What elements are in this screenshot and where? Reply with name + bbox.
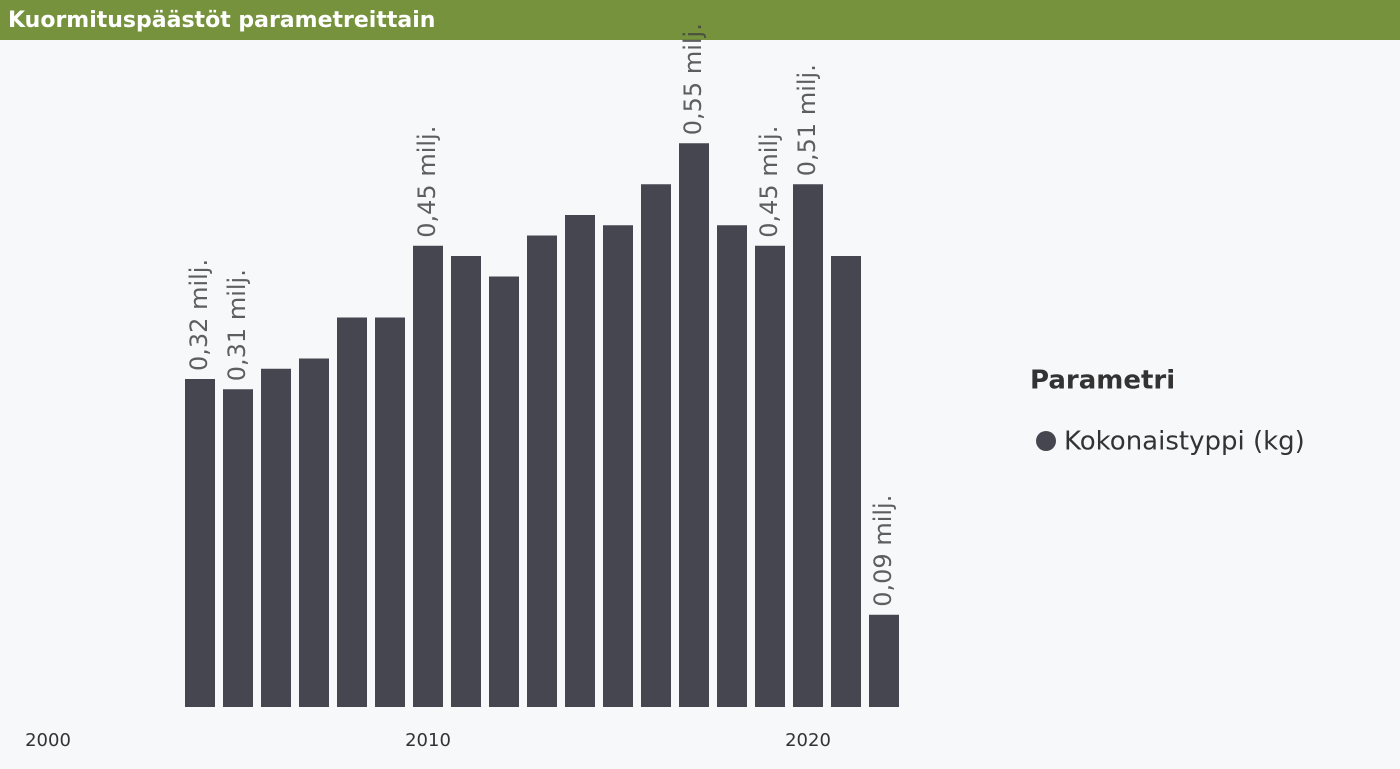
bar [831,256,861,707]
data-label: 0,51 milj. [793,64,821,176]
legend-title: Parametri [1030,366,1175,396]
bar [337,317,367,707]
bar [223,389,253,707]
bar [869,614,899,707]
bar [565,215,595,707]
x-tick-label: 2010 [405,730,451,751]
bar [793,184,823,707]
bar [451,256,481,707]
chart-title: Kuormituspäästöt parametreittain [8,8,435,33]
bar [641,184,671,707]
data-label: 0,45 milj. [755,126,783,238]
bar [603,225,633,707]
bar [755,245,785,707]
x-tick-label: 2020 [785,730,831,751]
data-label: 0,09 milj. [869,495,897,607]
data-label: 0,32 milj. [185,259,213,371]
data-label: 0,55 milj. [679,23,707,135]
legend-label: Kokonaistyppi (kg) [1064,427,1305,457]
bar [717,225,747,707]
data-label: 0,45 milj. [413,126,441,238]
bar [527,235,557,707]
bar [679,143,709,707]
bar [299,358,329,707]
bar [375,317,405,707]
bar [261,368,291,707]
bar [413,245,443,707]
title-band [0,0,1400,40]
legend-marker [1036,431,1056,451]
bar [185,379,215,707]
bar [489,276,519,707]
data-label: 0,31 milj. [223,269,251,381]
x-tick-label: 2000 [25,730,71,751]
